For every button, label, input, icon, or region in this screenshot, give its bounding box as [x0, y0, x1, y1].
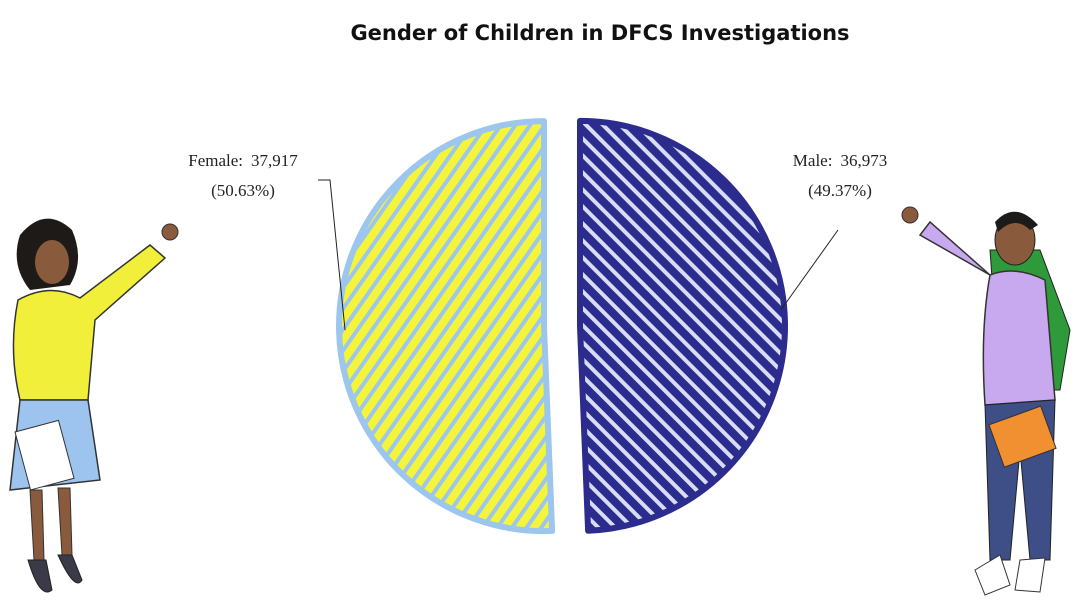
slice-value-label: 37,917	[251, 151, 298, 170]
leader-line	[780, 229, 839, 311]
slice-value-label: 36,973	[840, 151, 887, 170]
pie-slice	[336, 118, 556, 535]
slice-percent-label: (49.37%)	[808, 181, 872, 200]
girl-illustration	[9, 218, 179, 593]
slice-category: Female:	[188, 151, 243, 170]
slice-label: Male: 36,973	[793, 151, 887, 170]
pie-slice	[576, 117, 788, 534]
pie: Female: 37,917 (50.63%) Male: 36,973 (49.37%)	[188, 117, 887, 535]
slice-label: Female: 37,917	[188, 151, 298, 170]
boy-illustration	[901, 206, 1071, 596]
slice-percent-label: (50.63%)	[211, 181, 275, 200]
slice-category: Male:	[793, 151, 833, 170]
leader-line	[318, 179, 346, 331]
chart-title: Gender of Children in DFCS Investigation…	[350, 21, 849, 45]
